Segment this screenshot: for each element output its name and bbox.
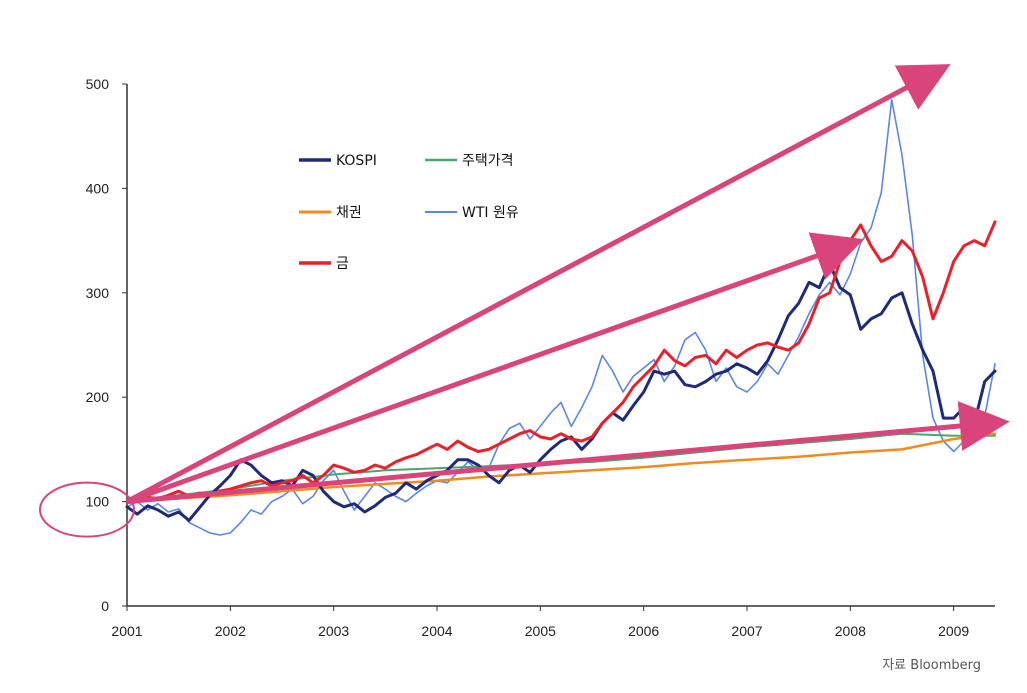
x-tick-label: 2004 bbox=[421, 623, 452, 639]
annotation-layer bbox=[39, 64, 1010, 538]
series-line-kospi bbox=[125, 262, 997, 522]
x-tick-label: 2001 bbox=[111, 623, 142, 639]
legend-label-kospi: KOSPI bbox=[336, 153, 377, 169]
trend-arrow bbox=[126, 401, 1010, 505]
x-tick-label: 2003 bbox=[318, 623, 349, 639]
y-tick-label: 300 bbox=[86, 285, 110, 301]
y-tick-label: 500 bbox=[86, 76, 110, 92]
x-tick-label: 2009 bbox=[938, 623, 969, 639]
x-tick-label: 2007 bbox=[731, 623, 762, 639]
y-tick-label: 400 bbox=[86, 180, 110, 196]
legend-label-wti-oil: WTI 원유 bbox=[462, 205, 519, 221]
axes: 0 100 200 300 400 500 2001 2002 2003 2004 2005 2006… bbox=[86, 76, 995, 639]
x-tick-label: 2002 bbox=[215, 623, 246, 639]
x-tick-label: 2005 bbox=[525, 623, 556, 639]
trend-arrow bbox=[125, 64, 951, 504]
y-tick-label: 200 bbox=[86, 389, 110, 405]
series-line-bonds bbox=[125, 432, 997, 503]
x-tick-label: 2006 bbox=[628, 623, 659, 639]
legend-label-housing-price: 주택가격 bbox=[462, 153, 514, 169]
x-tick-label: 2008 bbox=[835, 623, 866, 639]
baseline-circle bbox=[39, 481, 135, 538]
trend-arrow bbox=[126, 232, 865, 504]
y-tick-label: 100 bbox=[86, 494, 110, 510]
legend-label-gold: 금 bbox=[336, 256, 349, 272]
y-tick-label: 0 bbox=[101, 598, 109, 614]
source-note: 자료 Bloomberg bbox=[882, 658, 981, 673]
series-line-gold bbox=[125, 220, 997, 504]
legend-label-bonds: 채권 bbox=[336, 205, 362, 221]
series-layer bbox=[125, 98, 997, 536]
